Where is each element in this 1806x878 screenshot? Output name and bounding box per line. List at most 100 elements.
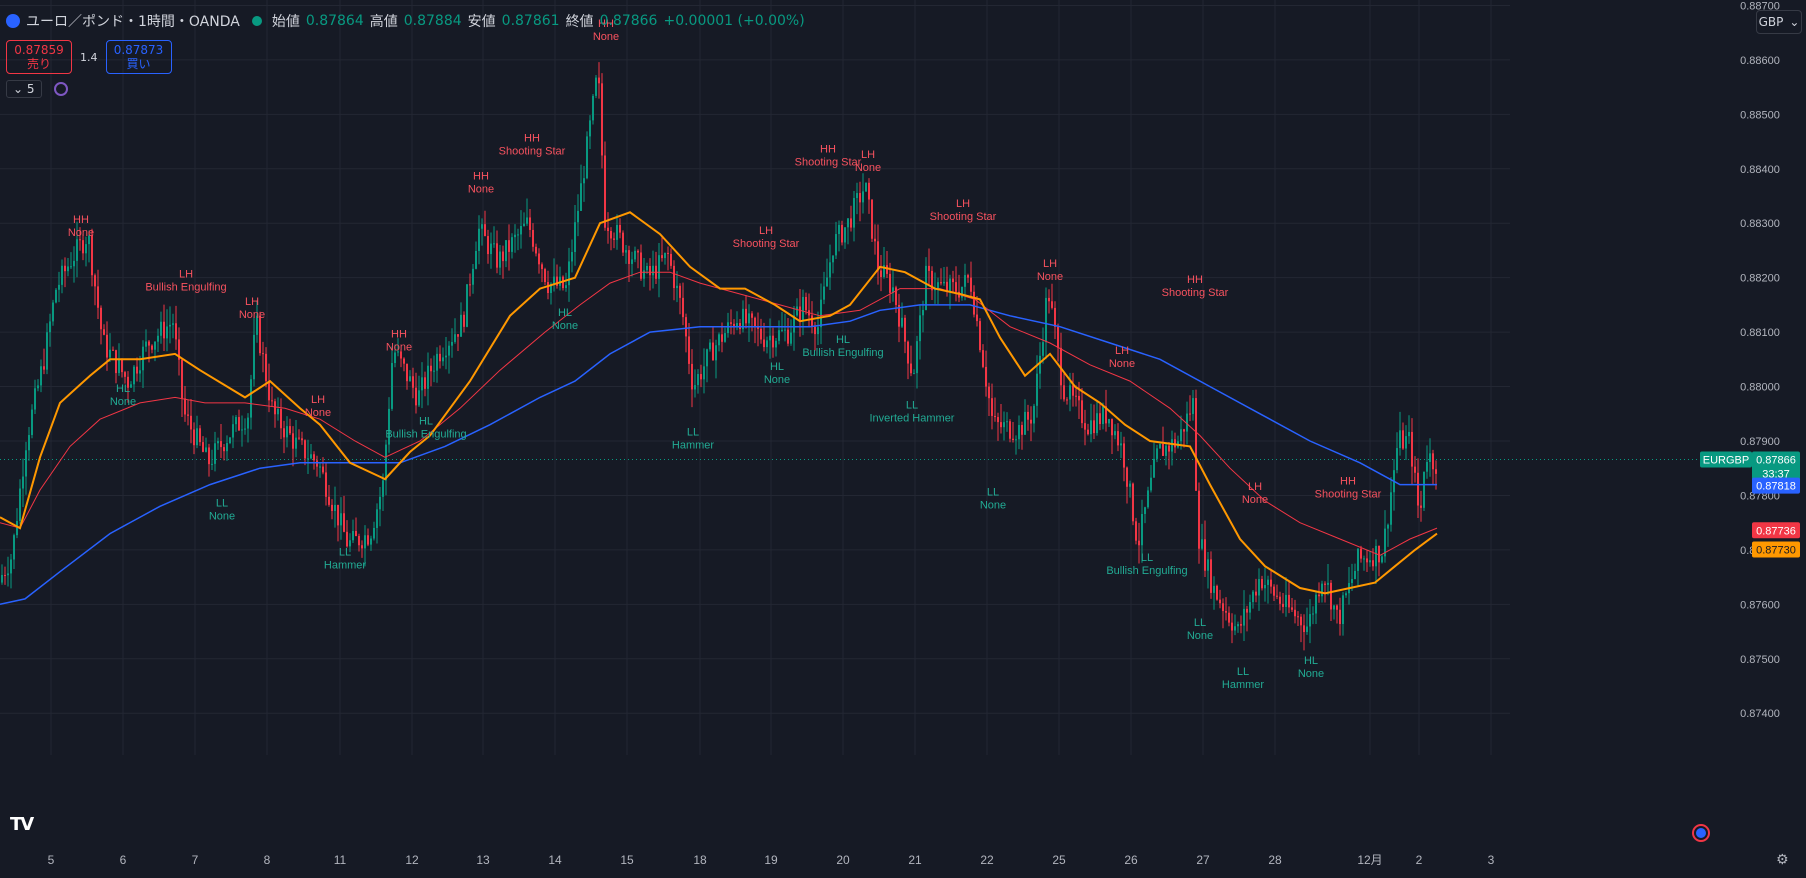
- candle: [1000, 404, 1002, 434]
- candle: [1090, 403, 1092, 443]
- candle: [352, 519, 354, 543]
- candle-body: [628, 250, 630, 264]
- chart-title[interactable]: ユーロ／ポンド・1時間・OANDA: [26, 14, 240, 30]
- candle-body: [322, 466, 324, 473]
- candle: [1216, 584, 1218, 601]
- candle: [667, 246, 669, 271]
- candle-body: [100, 307, 102, 330]
- candle-body: [187, 414, 189, 416]
- pattern-label: Hammer: [324, 559, 367, 571]
- pattern-label: LL: [339, 546, 351, 558]
- pattern-label: Hammer: [672, 440, 715, 452]
- candle-body: [1384, 528, 1386, 557]
- pattern-label: HL: [770, 361, 784, 373]
- y-tick-label: 0.88100: [1740, 327, 1780, 339]
- candle-body: [271, 400, 273, 402]
- candle: [1282, 592, 1284, 614]
- candle-body: [667, 252, 669, 254]
- candle: [847, 218, 849, 245]
- ema-slow-tag-text: 0.87818: [1756, 481, 1796, 493]
- candle-body: [1138, 540, 1140, 546]
- candle-body: [913, 373, 915, 375]
- candle-body: [82, 240, 84, 254]
- candle-body: [598, 77, 600, 84]
- candle: [1195, 389, 1197, 492]
- candle: [343, 495, 345, 533]
- candle-body: [280, 409, 282, 429]
- candle: [460, 302, 462, 337]
- pattern-label: Shooting Star: [1162, 287, 1229, 299]
- candle-body: [784, 329, 786, 331]
- candle-body: [1390, 492, 1392, 525]
- candle: [1141, 499, 1143, 563]
- candle-body: [151, 345, 153, 350]
- candle-body: [652, 265, 654, 276]
- alert-badge-icon[interactable]: [1692, 824, 1710, 842]
- indicator-toggle-button[interactable]: ⌄ 5: [6, 80, 42, 98]
- pattern-label: Inverted Hammer: [870, 412, 955, 424]
- candle: [868, 178, 870, 214]
- sell-button[interactable]: 0.87859 売り: [6, 40, 72, 74]
- pattern-label: None: [855, 162, 881, 174]
- y-tick-label: 0.88300: [1740, 218, 1780, 230]
- candle-body: [400, 351, 402, 359]
- candle: [160, 311, 162, 344]
- candle: [76, 221, 78, 278]
- candle-body: [1432, 453, 1434, 470]
- candle: [685, 313, 687, 353]
- candle-body: [1435, 469, 1437, 474]
- candle-body: [1423, 471, 1425, 508]
- candle-body: [1000, 422, 1002, 428]
- candle: [796, 298, 798, 317]
- indicator-refresh-icon[interactable]: [53, 82, 68, 96]
- candle-body: [796, 306, 798, 316]
- candle: [1384, 510, 1386, 563]
- candle: [517, 228, 519, 251]
- candle: [1042, 327, 1044, 364]
- pattern-label: Bullish Engulfing: [385, 429, 466, 441]
- buy-button[interactable]: 0.87873 買い: [105, 40, 172, 74]
- gear-icon[interactable]: ⚙: [1776, 852, 1789, 868]
- candle-body: [631, 259, 633, 264]
- candle: [388, 397, 390, 453]
- candle: [1429, 438, 1431, 477]
- candle-body: [937, 282, 939, 290]
- candle: [1147, 486, 1149, 509]
- y-tick-label: 0.87400: [1740, 708, 1780, 720]
- candle: [877, 224, 879, 285]
- candle: [184, 385, 186, 422]
- candle-body: [1339, 609, 1341, 625]
- candle-body: [55, 289, 57, 303]
- candle-body: [1039, 355, 1041, 374]
- candle: [259, 311, 261, 356]
- candle: [253, 316, 255, 387]
- candle: [1048, 289, 1050, 314]
- candle-body: [133, 366, 135, 385]
- candle: [1339, 597, 1341, 636]
- candle: [1075, 385, 1077, 407]
- candle: [1174, 432, 1176, 454]
- candle: [334, 486, 336, 528]
- candle-body: [1228, 612, 1230, 623]
- candle-body: [205, 447, 207, 452]
- candle: [1222, 598, 1224, 629]
- candle-body: [1207, 559, 1209, 571]
- candle: [865, 182, 867, 192]
- candle: [1273, 584, 1275, 601]
- candle-body: [730, 322, 732, 324]
- candle: [991, 383, 993, 430]
- tradingview-logo[interactable]: TV: [10, 814, 34, 835]
- candle-body: [940, 282, 942, 284]
- candle: [1015, 435, 1017, 455]
- candle-body: [19, 488, 21, 521]
- candle-body: [874, 238, 876, 242]
- candle: [178, 327, 180, 376]
- candle: [136, 357, 138, 382]
- candle-body: [70, 266, 72, 268]
- candle: [631, 251, 633, 277]
- candle: [1168, 441, 1170, 470]
- candle-body: [1036, 373, 1038, 406]
- currency-select[interactable]: GBP ⌄: [1756, 10, 1802, 34]
